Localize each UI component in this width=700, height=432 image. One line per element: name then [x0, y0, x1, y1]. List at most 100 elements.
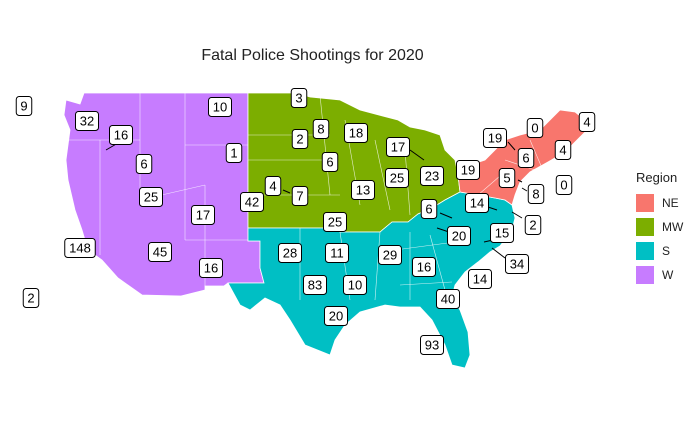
state-label-box	[483, 128, 507, 148]
state-label-minnesota: 8	[312, 119, 330, 139]
legend-label-w: W	[662, 268, 674, 282]
state-value-georgia: 40	[441, 292, 455, 307]
state-label-new-york: 19	[483, 128, 507, 148]
state-label-rhode-island: 0	[555, 175, 573, 195]
state-label-delaware: 2	[524, 215, 542, 235]
state-label-box	[578, 112, 596, 132]
leader-new-jersey	[517, 179, 523, 183]
legend-title: Region	[636, 170, 678, 185]
state-label-box	[456, 160, 480, 180]
state-value-vermont: 0	[531, 121, 538, 136]
state-value-missouri: 25	[328, 215, 342, 230]
state-label-alabama: 16	[412, 257, 436, 277]
leader-north-carolina	[491, 247, 506, 259]
legend-item-s: S	[636, 239, 683, 263]
state-value-alabama: 16	[417, 260, 431, 275]
state-label-illinois: 13	[351, 180, 375, 200]
state-label-arizona: 45	[148, 242, 172, 262]
leader-new-york	[507, 141, 516, 151]
state-value-nevada: 25	[144, 190, 158, 205]
state-value-north-carolina: 34	[510, 257, 524, 272]
state-border	[429, 234, 446, 291]
state-value-south-carolina: 14	[473, 272, 487, 287]
state-value-louisiana: 20	[329, 309, 343, 324]
state-label-box	[225, 143, 243, 163]
state-label-box	[291, 129, 309, 149]
legend-swatch-w	[636, 266, 654, 284]
map-title: Fatal Police Shootings for 2020	[201, 47, 424, 64]
state-value-minnesota: 8	[317, 122, 324, 137]
legend-swatch-ne	[636, 194, 654, 212]
leader-kentucky	[439, 212, 453, 219]
state-label-box	[64, 238, 96, 258]
state-label-wyoming: 1	[225, 143, 243, 163]
state-border	[477, 175, 501, 196]
state-label-pennsylvania: 19	[456, 160, 480, 180]
legend-item-ne: NE	[636, 191, 683, 215]
state-label-box	[148, 242, 172, 262]
state-label-box	[240, 192, 264, 212]
state-border	[374, 139, 391, 211]
state-label-box	[420, 199, 438, 219]
leader-michigan	[409, 149, 425, 161]
state-label-box	[505, 254, 529, 274]
state-value-south-dakota: 2	[296, 132, 303, 147]
state-label-box	[291, 186, 309, 206]
state-label-nebraska: 7	[291, 186, 309, 206]
state-label-box	[447, 226, 471, 246]
state-value-tennessee: 29	[383, 248, 397, 263]
state-value-illinois: 13	[356, 183, 370, 198]
legend-label-mw: MW	[662, 220, 684, 234]
state-label-box	[554, 140, 572, 160]
state-label-maryland: 14	[465, 193, 489, 213]
legend-label-ne: NE	[662, 196, 679, 210]
state-value-indiana: 25	[390, 171, 404, 186]
state-label-box	[208, 97, 232, 117]
state-label-florida: 93	[420, 335, 444, 355]
state-label-louisiana: 20	[324, 306, 348, 326]
state-value-utah: 17	[196, 208, 210, 223]
state-value-california: 148	[69, 241, 91, 256]
state-label-indiana: 25	[385, 168, 409, 188]
state-label-california: 148	[64, 238, 96, 258]
state-value-massachusetts: 4	[559, 143, 566, 158]
state-label-colorado: 42	[240, 192, 264, 212]
state-label-vermont: 0	[526, 118, 544, 138]
state-label-box	[191, 205, 215, 225]
leader-connecticut	[521, 187, 528, 192]
state-value-montana: 10	[213, 100, 227, 115]
state-value-iowa: 6	[326, 155, 333, 170]
state-label-box	[312, 119, 330, 139]
state-label-box	[465, 193, 489, 213]
state-label-box	[498, 168, 516, 188]
state-value-maryland: 14	[470, 196, 484, 211]
state-label-utah: 17	[191, 205, 215, 225]
state-label-box	[524, 215, 542, 235]
state-label-virginia: 15	[490, 223, 514, 243]
state-value-texas: 83	[308, 278, 322, 293]
state-label-box	[325, 243, 349, 263]
state-label-north-dakota: 3	[290, 88, 308, 108]
state-label-box	[323, 212, 347, 232]
state-label-texas: 83	[303, 275, 327, 295]
state-label-box	[290, 88, 308, 108]
state-label-oregon: 16	[109, 125, 133, 145]
state-label-mississippi: 10	[343, 275, 367, 295]
state-value-pennsylvania: 19	[461, 163, 475, 178]
state-label-alaska: 9	[15, 96, 33, 116]
state-label-box	[555, 175, 573, 195]
state-label-box	[526, 118, 544, 138]
state-value-alaska: 9	[20, 99, 27, 114]
state-label-box	[378, 245, 402, 265]
state-value-nebraska: 7	[296, 189, 303, 204]
state-value-connecticut: 8	[532, 187, 539, 202]
state-label-box	[527, 184, 545, 204]
state-label-massachusetts: 4	[554, 140, 572, 160]
state-value-virginia: 15	[495, 226, 509, 241]
legend-item-mw: MW	[636, 215, 683, 239]
state-label-box	[385, 168, 409, 188]
state-label-box	[278, 243, 302, 263]
state-label-box	[436, 289, 460, 309]
state-label-box	[199, 258, 223, 278]
state-label-ohio: 23	[420, 166, 444, 186]
